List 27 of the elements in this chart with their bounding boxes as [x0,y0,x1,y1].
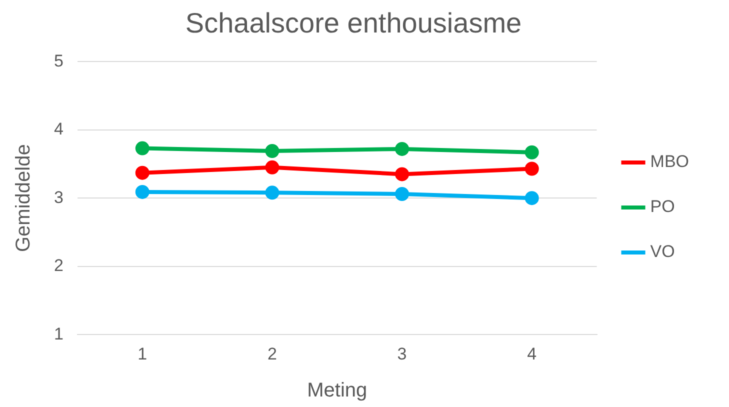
point [265,186,280,200]
x-tick-label: 4 [527,344,537,364]
x-tick-label: 3 [397,344,407,364]
y-tick-label: 5 [54,51,64,70]
point [395,187,410,202]
point [524,191,539,206]
x-tick-label: 1 [138,344,148,364]
point [265,144,280,158]
y-tick-label: 2 [54,256,64,276]
point [524,145,539,160]
legend-label: PO [650,197,675,216]
point [135,184,150,199]
y-axis-title: Gemiddelde [12,144,35,252]
y-tick-label: 4 [54,120,64,139]
point [395,142,410,156]
legend-label: MBO [650,152,690,172]
point [135,141,150,156]
point [135,166,150,180]
legend-label: VO [650,242,675,262]
point [265,160,280,174]
x-axis-title: Meting [307,380,368,402]
point [524,162,539,176]
point [395,167,410,182]
x-tick-label: 2 [267,344,277,364]
chart-title: Schaalscore enthousiasme [185,8,522,39]
y-tick-label: 1 [54,324,64,344]
y-tick-label: 3 [54,188,64,207]
